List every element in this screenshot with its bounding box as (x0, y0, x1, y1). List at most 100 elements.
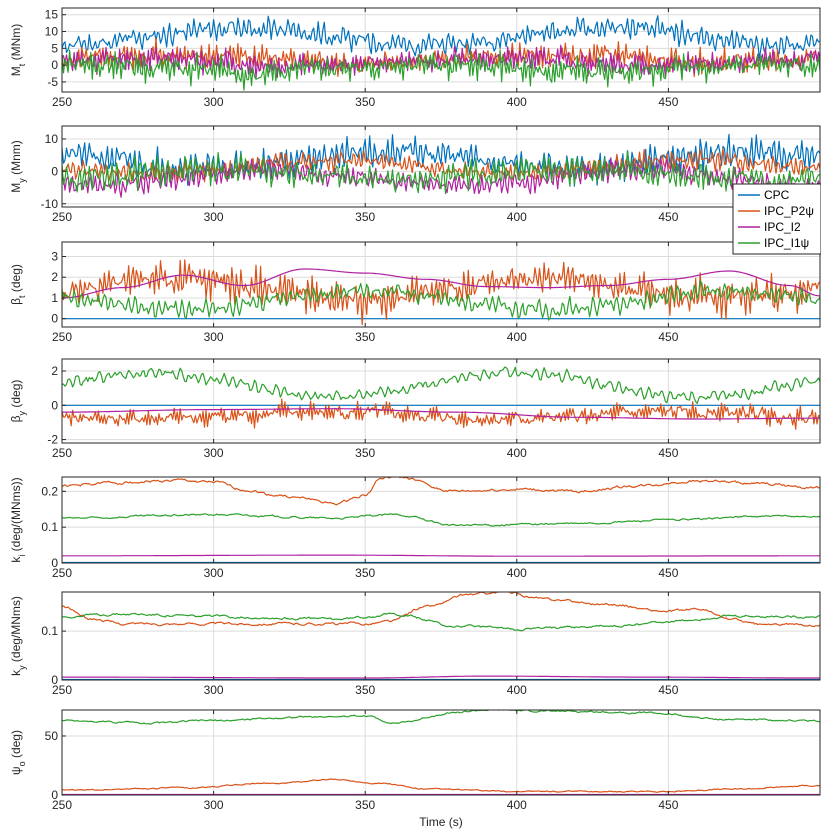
y-axis-label: Mt (MNm) (9, 24, 27, 77)
chart-legend: CPC IPC_P2ψ IPC_I2 IPC_I1ψ (732, 183, 821, 255)
series-line-ipc-i2 (62, 675, 820, 679)
x-axis-label: Time (s) (419, 815, 463, 829)
series-group (62, 477, 820, 563)
y-tick-label: 1 (51, 291, 58, 305)
panel-bt: 250 300 350 400 450 0 1 2 3 βt (deg) (9, 241, 821, 344)
y-axis-label: ψo (deg) (9, 730, 27, 775)
x-tick-label: 300 (204, 683, 224, 697)
x-tick-label: 250 (52, 95, 72, 109)
x-tick-label: 350 (355, 683, 375, 697)
x-tick-label: 300 (204, 95, 224, 109)
series-line-ipc-i1- (62, 366, 820, 404)
y-tick-label: 0 (51, 673, 58, 687)
x-tick-label: 450 (658, 95, 678, 109)
x-tick-label: 400 (507, 330, 527, 344)
x-tick-label: 450 (658, 210, 678, 224)
y-tick-label: 0 (51, 556, 58, 570)
y-tick-label: -10 (41, 197, 59, 211)
axes-box (61, 476, 821, 564)
y-tick-label: 0 (51, 398, 58, 412)
series-group (62, 133, 820, 198)
y-tick-label: 0 (51, 312, 58, 326)
x-tick-label: 350 (355, 330, 375, 344)
x-tick-label: 250 (52, 446, 72, 460)
x-tick-label: 250 (52, 330, 72, 344)
x-tick-label: 300 (204, 210, 224, 224)
series-line-ipc-p2- (62, 148, 820, 184)
x-tick-label: 400 (507, 683, 527, 697)
series-line-cpc (62, 133, 820, 187)
series-line-ipc-p2- (62, 259, 820, 326)
series-line-ipc-i1- (62, 612, 820, 632)
x-tick-label: 250 (52, 798, 72, 812)
x-tick-label: 450 (658, 683, 678, 697)
x-tick-label: 300 (204, 330, 224, 344)
x-tick-label: 400 (507, 210, 527, 224)
legend-label: CPC (764, 188, 790, 202)
x-tick-label: 400 (507, 566, 527, 580)
x-tick-label: 350 (355, 798, 375, 812)
series-line-ipc-p2- (62, 477, 820, 506)
x-tick-label: 350 (355, 210, 375, 224)
axes-box (61, 125, 821, 208)
x-tick-label: 450 (658, 446, 678, 460)
x-tick-label: 450 (658, 798, 678, 812)
y-tick-label: 3 (51, 250, 58, 264)
y-axis-label: My (Mnm) (9, 140, 27, 193)
panel-my: 250 300 350 400 450 -10 0 10 My (Mnm) (9, 125, 821, 224)
x-tick-label: 250 (52, 683, 72, 697)
panel-by: 250 300 350 400 450 -2 0 2 βy (deg) (9, 358, 821, 460)
x-tick-label: 300 (204, 446, 224, 460)
series-group (62, 366, 820, 430)
y-axis-label: ky (deg/MNms) (9, 596, 27, 676)
series-line-ipc-i2 (62, 408, 820, 420)
series-line-ipc-i1- (62, 710, 820, 725)
y-tick-label: 0.1 (41, 624, 58, 638)
x-tick-label: 450 (658, 330, 678, 344)
y-tick-label: 5 (51, 41, 58, 55)
series-group (62, 592, 820, 680)
series-line-ipc-i1- (62, 513, 820, 527)
x-tick-label: 400 (507, 446, 527, 460)
axes-box (61, 358, 821, 444)
series-line-ipc-p2- (62, 398, 820, 430)
y-tick-label: 0 (51, 788, 58, 802)
y-tick-label: 2 (51, 270, 58, 284)
y-tick-label: 0 (51, 58, 58, 72)
series-group (62, 259, 820, 326)
y-tick-label: 2 (51, 364, 58, 378)
y-axis-label: βt (deg) (9, 264, 27, 305)
series-line-ipc-i2 (62, 44, 820, 79)
y-tick-label: 50 (45, 729, 59, 743)
axes-box (61, 241, 821, 328)
y-tick-label: 15 (45, 8, 59, 22)
axes-box (61, 7, 821, 93)
x-tick-label: 400 (507, 798, 527, 812)
x-tick-label: 400 (507, 95, 527, 109)
series-line-ipc-i1- (62, 49, 820, 91)
y-tick-label: -5 (47, 75, 58, 89)
series-line-ipc-p2- (62, 778, 820, 793)
series-line-cpc (62, 15, 820, 60)
y-axis-label: ki (deg/(MNms)) (9, 477, 27, 562)
series-line-ipc-i2 (62, 268, 820, 299)
y-tick-label: -2 (47, 433, 58, 447)
series-line-ipc-i1- (62, 280, 820, 321)
axes-box (61, 709, 821, 796)
x-tick-label: 350 (355, 446, 375, 460)
x-tick-label: 350 (355, 566, 375, 580)
x-tick-label: 300 (204, 566, 224, 580)
series-line-ipc-i2 (62, 554, 820, 557)
y-tick-label: 10 (45, 25, 59, 39)
legend-label: IPC_I1ψ (764, 236, 809, 250)
y-axis-label: βy (deg) (9, 380, 27, 423)
series-line-ipc-p2- (62, 592, 820, 628)
series-line-ipc-i1- (62, 150, 820, 195)
y-tick-label: 0.2 (41, 484, 58, 498)
panel-psi: 250 300 350 400 450 0 50 ψo (deg) (9, 709, 821, 812)
x-tick-label: 350 (355, 95, 375, 109)
y-tick-label: 0.1 (41, 520, 58, 534)
panel-ki: 250 300 350 400 450 0 0.1 0.2 ki (deg/(MNms)) (9, 476, 821, 580)
